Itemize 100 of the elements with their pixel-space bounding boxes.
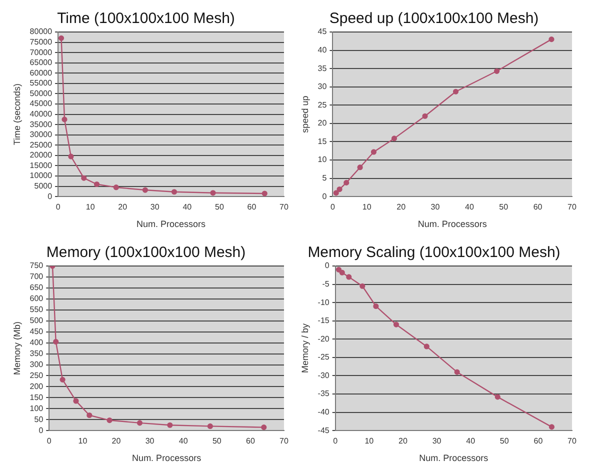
- y-tick-label: -25: [318, 352, 330, 362]
- y-tick-label: 0: [48, 192, 53, 201]
- point: [113, 184, 119, 190]
- chart-title: Speed up (100x100x100 Mesh): [329, 10, 539, 28]
- point: [336, 266, 342, 272]
- y-tick-label: 5: [322, 174, 328, 183]
- x-tick-label: 10: [362, 202, 372, 212]
- y-tick-label: 20: [318, 118, 328, 128]
- y-tick-label: 10: [318, 155, 328, 164]
- point: [494, 394, 500, 400]
- point: [548, 424, 555, 430]
- y-tick-label: 300: [30, 360, 44, 369]
- x-tick-label: 30: [430, 202, 440, 212]
- point: [548, 36, 554, 42]
- y-tick-label: 10000: [30, 171, 53, 180]
- x-tick-label: 40: [178, 436, 188, 446]
- y-tick-label: 45000: [30, 99, 53, 108]
- y-tick-label: 0: [322, 192, 328, 201]
- y-tick-label: 550: [30, 305, 44, 314]
- point: [171, 189, 178, 195]
- point: [357, 164, 363, 170]
- x-tick-label: 70: [280, 436, 289, 446]
- point: [73, 398, 79, 404]
- x-tick-label: 20: [396, 202, 406, 212]
- y-tick-label: 600: [30, 294, 44, 304]
- y-axis-title: speed up: [300, 96, 310, 133]
- y-tick-label: 5000: [34, 182, 53, 191]
- point: [346, 274, 352, 280]
- y-tick-label: 35000: [30, 120, 53, 129]
- x-tick-label: 70: [568, 436, 577, 446]
- point: [262, 190, 268, 196]
- y-tick-label: 100: [30, 404, 44, 413]
- point: [344, 180, 350, 186]
- x-tick-label: 30: [150, 202, 160, 212]
- x-tick-label: 30: [432, 436, 442, 446]
- point: [452, 88, 459, 94]
- x-tick-label: 50: [214, 202, 224, 212]
- point: [391, 136, 398, 142]
- x-tick-label: 70: [568, 202, 577, 212]
- y-tick-label: 30: [318, 82, 328, 92]
- point: [60, 376, 66, 382]
- x-tick-label: 10: [78, 436, 88, 446]
- x-tick-label: 0: [56, 202, 61, 212]
- x-axis-title: Num. Processors: [419, 453, 489, 464]
- x-tick-label: 10: [364, 436, 374, 446]
- y-axis-title: Time (seconds): [12, 83, 22, 146]
- y-tick-label: -10: [318, 298, 330, 307]
- point: [333, 190, 339, 196]
- y-tick-label: 35: [318, 64, 328, 73]
- y-tick-label: 40: [318, 45, 328, 54]
- x-tick-label: 50: [500, 436, 510, 446]
- x-axis-title: Num. Processors: [132, 453, 202, 464]
- y-tick-label: 400: [30, 338, 44, 348]
- x-tick-label: 20: [118, 202, 128, 212]
- point: [62, 116, 68, 122]
- x-axis-title: Num. Processors: [418, 219, 488, 230]
- point: [167, 422, 173, 428]
- y-axis-title: Memory (Mb): [12, 322, 22, 376]
- x-tick-label: 60: [246, 436, 256, 446]
- x-axis-title: Num. Processors: [136, 219, 206, 230]
- y-tick-label: 75000: [30, 37, 53, 46]
- y-tick-label: 700: [30, 272, 44, 282]
- x-tick-label: 30: [145, 436, 155, 446]
- point: [370, 149, 377, 155]
- y-tick-label: 65000: [30, 58, 53, 68]
- x-tick-label: 40: [182, 202, 192, 212]
- y-tick-label: 0: [38, 426, 44, 435]
- y-tick-label: 20000: [30, 150, 53, 160]
- y-tick-label: 60000: [30, 68, 53, 78]
- y-tick-label: 55000: [30, 78, 53, 88]
- y-tick-label: 25: [318, 100, 328, 110]
- point: [81, 175, 87, 181]
- point: [68, 154, 74, 160]
- x-tick-label: 50: [212, 436, 222, 446]
- y-axis-title: Memory / by: [300, 323, 310, 374]
- point: [86, 412, 92, 418]
- point: [106, 417, 112, 424]
- y-tick-label: 150: [30, 392, 44, 402]
- y-tick-label: 650: [30, 283, 44, 292]
- y-tick-label: -30: [318, 370, 330, 380]
- y-tick-label: 30000: [30, 130, 53, 140]
- point: [53, 338, 59, 345]
- y-tick-label: 250: [30, 370, 44, 380]
- point: [424, 344, 430, 350]
- y-tick-label: -20: [318, 334, 330, 344]
- point: [339, 270, 345, 276]
- y-tick-label: 40000: [30, 110, 53, 119]
- chart-title: Time (100x100x100 Mesh): [57, 10, 235, 28]
- point: [494, 68, 500, 74]
- x-tick-label: 60: [533, 202, 543, 212]
- point: [136, 420, 143, 426]
- point: [58, 35, 64, 41]
- x-tick-label: 0: [333, 436, 338, 446]
- x-tick-label: 60: [247, 202, 257, 212]
- y-tick-label: 50000: [30, 88, 53, 98]
- x-tick-label: 20: [398, 436, 408, 446]
- point: [207, 423, 213, 430]
- y-tick-label: 450: [30, 327, 44, 336]
- y-tick-label: 15: [318, 136, 328, 146]
- y-tick-label: 200: [30, 382, 44, 391]
